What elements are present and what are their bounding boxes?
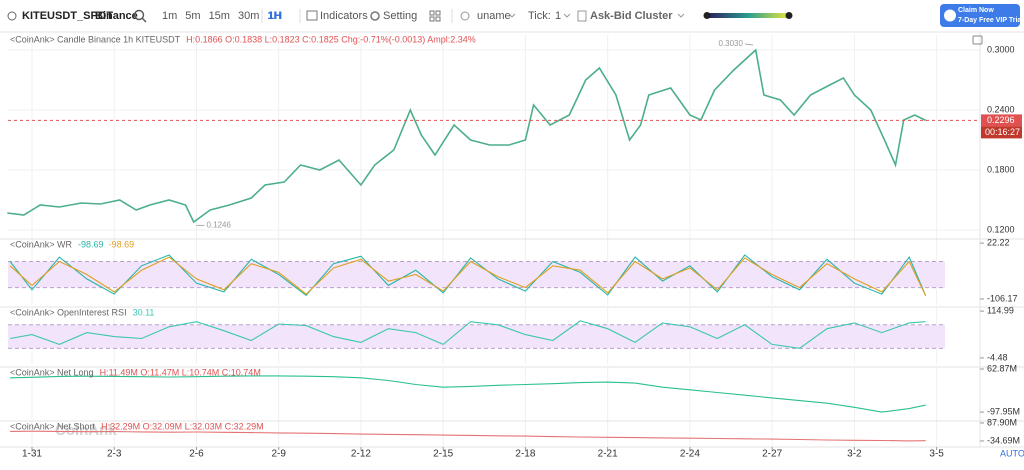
slider-handle[interactable]: [703, 12, 711, 19]
panel-title: <CoinAnk> Candle Binance 1h KITEUSDT: [10, 34, 181, 44]
y-tick-label: 0.3000: [987, 44, 1015, 54]
interval-button[interactable]: 1H: [267, 10, 281, 22]
y-tick-label: -4.48: [987, 352, 1008, 362]
panel-title: <CoinAnk> Net Short: [10, 421, 96, 431]
promo-title: Claim Now: [958, 7, 994, 14]
cluster-select[interactable]: Ask-Bid Cluster: [590, 10, 673, 22]
x-tick-label: 3-2: [847, 449, 862, 460]
panel-readout: 30.11: [133, 307, 155, 317]
auto-scale[interactable]: AUTO: [1000, 448, 1024, 458]
setting-button[interactable]: Setting: [383, 10, 417, 22]
search-icon[interactable]: [133, 9, 145, 21]
series-line: [10, 320, 926, 349]
watermark: CoinAnk: [55, 422, 117, 439]
layout-icon: [429, 16, 435, 22]
x-tick-label: 2-24: [680, 449, 700, 460]
indicators-button[interactable]: Indicators: [320, 10, 368, 22]
annotation: 0.1246: [206, 221, 231, 230]
countdown-tag: [981, 126, 1022, 139]
dropdown-arrow: [677, 13, 685, 18]
panel-readout: -98.69: [78, 239, 104, 249]
y-tick-label: 0.1200: [987, 224, 1015, 234]
cluster-icon: [577, 10, 587, 22]
panel-title: <CoinAnk> OpenInterest RSI: [10, 307, 127, 317]
toolbar: [0, 0, 1024, 32]
panel-stats: H:32.29M O:32.09M L:32.03M C:32.29M: [101, 421, 264, 431]
x-tick-label: 2-9: [271, 449, 286, 460]
y-tick-label: 0.1800: [987, 164, 1015, 174]
symbol[interactable]: KITEUSDT_SPOT: [22, 10, 113, 22]
slider-handle[interactable]: [785, 12, 793, 19]
active-interval[interactable]: 1H: [268, 10, 282, 22]
countdown: 00:16:27: [985, 127, 1020, 137]
interval-button[interactable]: 1m: [162, 10, 177, 22]
last-price: 0.2296: [987, 115, 1015, 125]
band: [8, 261, 945, 288]
x-tick-label: 3-5: [929, 449, 944, 460]
setting-icon: [370, 11, 380, 21]
x-tick-label: 2-21: [598, 449, 618, 460]
series-line: [10, 375, 926, 413]
x-tick-label: 2-12: [351, 449, 371, 460]
interval-button[interactable]: 30m: [238, 10, 259, 22]
tick-label: Tick:: [528, 10, 551, 22]
tick-value[interactable]: 1: [555, 10, 561, 22]
y-tick-label: 87.90M: [987, 417, 1017, 427]
x-tick-label: 2-15: [433, 449, 453, 460]
series-line: [10, 430, 926, 442]
layout-icon: [435, 16, 441, 22]
panel-stats: H:0.1866 O:0.1838 L:0.1823 C:0.1825 Chg:…: [186, 34, 476, 44]
y-tick-label: -97.95M: [987, 406, 1020, 416]
annotation-leader: [744, 43, 754, 46]
promo-button[interactable]: [940, 4, 1020, 27]
dropdown-arrow: [563, 13, 571, 18]
x-tick-label: 2-18: [515, 449, 535, 460]
series-line: [9, 254, 927, 297]
panel-stats: H:11.49M O:11.47M L:10.74M C:10.74M: [100, 367, 261, 377]
promo-icon: [944, 9, 956, 22]
interval-button[interactable]: 5m: [185, 10, 200, 22]
series-line: [7, 48, 927, 224]
search-icon-handle: [141, 17, 147, 23]
x-tick-label: 1-31: [22, 449, 42, 460]
user-icon: [460, 11, 470, 21]
x-tick-label: 2-27: [762, 449, 782, 460]
y-tick-label: 22.22: [987, 238, 1010, 248]
color-slider[interactable]: [707, 13, 789, 18]
band: [8, 324, 945, 349]
user-select[interactable]: uname: [477, 10, 511, 22]
indicators-icon: [306, 10, 318, 21]
y-tick-label: 62.87M: [987, 363, 1017, 373]
y-tick-label: -106.17: [987, 293, 1018, 303]
y-tick-label: 114.99: [987, 305, 1014, 315]
dropdown-arrow: [508, 13, 516, 18]
x-tick-label: 2-3: [107, 449, 122, 460]
layout-icon[interactable]: [429, 10, 435, 16]
y-tick-label: -34.69M: [987, 435, 1020, 445]
symbol-icon[interactable]: [7, 11, 17, 21]
layout-icon: [435, 10, 441, 16]
last-price-tag: [981, 114, 1022, 127]
series-line: [9, 256, 927, 296]
y-tick-label: 0.2400: [987, 104, 1015, 114]
panel-title: <CoinAnk> Net Long: [10, 367, 94, 377]
panel-title: <CoinAnk> WR: [10, 239, 73, 249]
exchange: Binance: [95, 10, 138, 22]
promo-subtitle: 7-Day Free VIP Trial: [958, 17, 1023, 24]
panel-readout: -98.69: [109, 239, 135, 249]
annotation: 0.3030: [718, 39, 743, 48]
x-tick-label: 2-6: [189, 449, 204, 460]
interval-button[interactable]: 15m: [209, 10, 230, 22]
screenshot-icon[interactable]: [972, 35, 983, 45]
